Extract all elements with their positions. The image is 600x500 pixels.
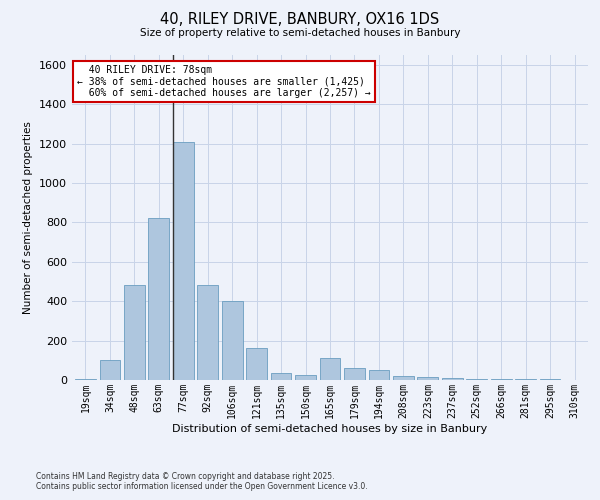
Text: Contains HM Land Registry data © Crown copyright and database right 2025.
Contai: Contains HM Land Registry data © Crown c…	[36, 472, 368, 491]
Bar	[295, 375, 316, 380]
Bar	[75, 379, 96, 380]
Bar	[344, 368, 365, 380]
Bar	[222, 301, 242, 380]
Y-axis label: Number of semi-detached properties: Number of semi-detached properties	[23, 121, 34, 314]
Text: Size of property relative to semi-detached houses in Banbury: Size of property relative to semi-detach…	[140, 28, 460, 38]
Bar	[466, 379, 487, 380]
Bar	[320, 358, 340, 380]
Bar	[173, 142, 194, 380]
Bar	[491, 379, 512, 380]
Bar	[368, 370, 389, 380]
Bar	[197, 286, 218, 380]
X-axis label: Distribution of semi-detached houses by size in Banbury: Distribution of semi-detached houses by …	[172, 424, 488, 434]
Bar	[246, 348, 267, 380]
Bar	[418, 377, 438, 380]
Text: 40 RILEY DRIVE: 78sqm
← 38% of semi-detached houses are smaller (1,425)
  60% of: 40 RILEY DRIVE: 78sqm ← 38% of semi-deta…	[77, 64, 371, 98]
Bar	[100, 360, 120, 380]
Bar	[515, 379, 536, 380]
Bar	[124, 286, 145, 380]
Bar	[442, 378, 463, 380]
Bar	[393, 376, 414, 380]
Bar	[148, 218, 169, 380]
Bar	[271, 373, 292, 380]
Text: 40, RILEY DRIVE, BANBURY, OX16 1DS: 40, RILEY DRIVE, BANBURY, OX16 1DS	[160, 12, 440, 28]
